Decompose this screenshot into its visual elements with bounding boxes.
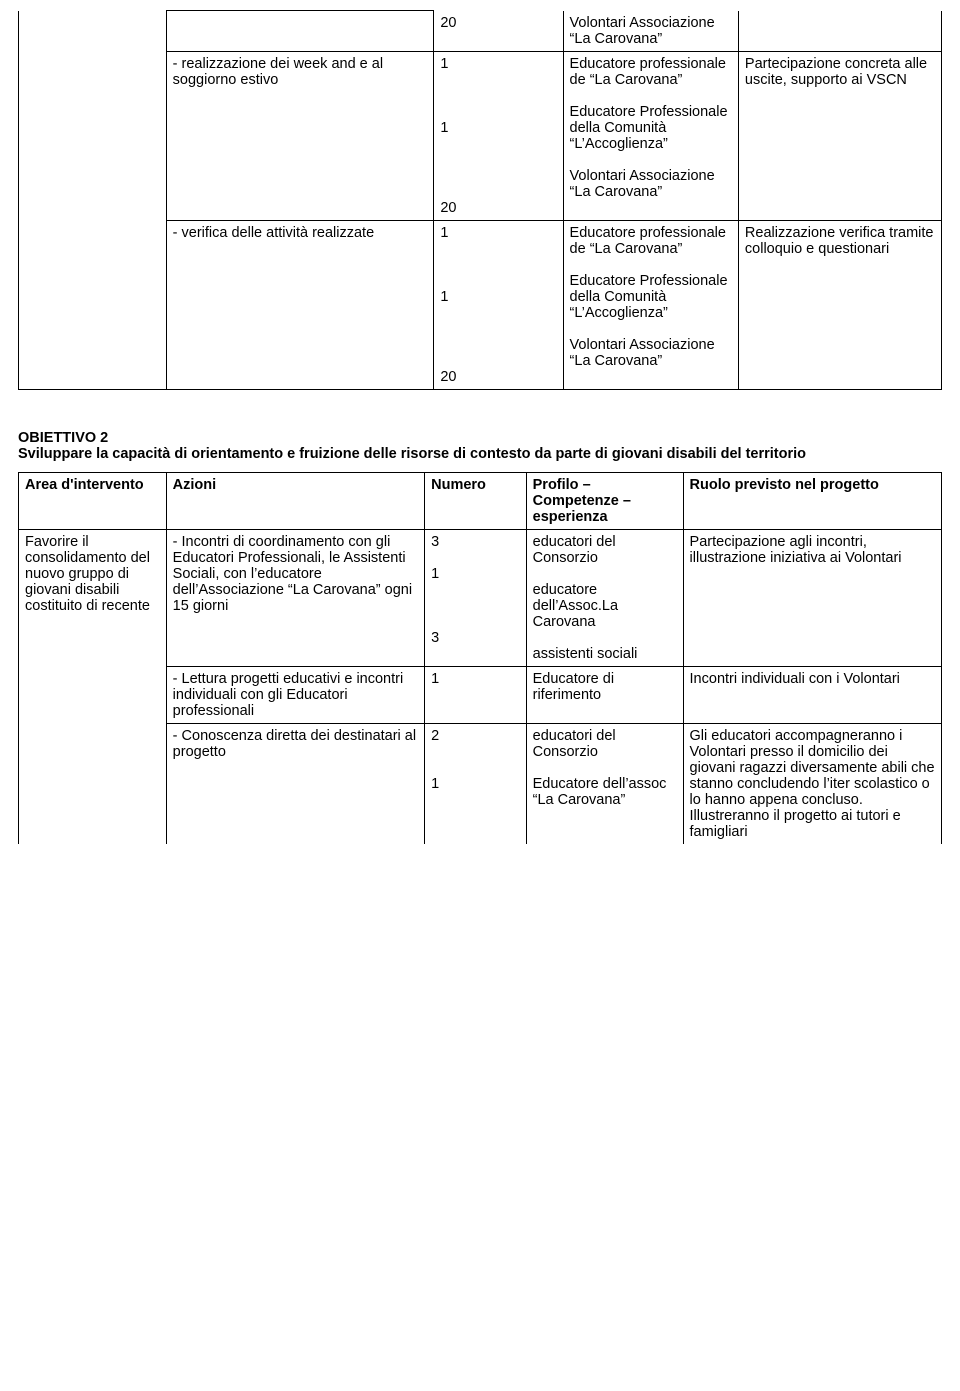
cell: Educatore di riferimento [526, 666, 683, 723]
cell: Partecipazione concreta alle uscite, sup… [738, 51, 941, 220]
cell: - Incontri di coordinamento con gli Educ… [166, 529, 424, 666]
cell: educatori del Consorzio educatore dell’A… [526, 529, 683, 666]
cell: Favorire il consolidamento del nuovo gru… [19, 529, 167, 666]
table-row: - Conoscenza diretta dei destinatari al … [19, 723, 942, 844]
cell: 3 1 3 [425, 529, 527, 666]
table-row: - realizzazione dei week and e al soggio… [19, 51, 942, 220]
cell [19, 51, 167, 220]
section-heading: OBIETTIVO 2 Sviluppare la capacità di or… [18, 430, 942, 462]
table-row: - Lettura progetti educativi e incontri … [19, 666, 942, 723]
table-row: - verifica delle attività realizzate 1 1… [19, 220, 942, 389]
cell: Gli educatori accompagneranno i Volontar… [683, 723, 941, 844]
table-row: 20 Volontari Associazione “La Carovana” [19, 11, 942, 52]
cell: Educatore professionale de “La Carovana”… [563, 51, 738, 220]
cell: 2 1 [425, 723, 527, 844]
table-header-row: Area d'intervento Azioni Numero Profilo … [19, 472, 942, 529]
table-2: Area d'intervento Azioni Numero Profilo … [18, 472, 942, 844]
cell: Partecipazione agli incontri, illustrazi… [683, 529, 941, 666]
col-header: Ruolo previsto nel progetto [683, 472, 941, 529]
table-row: Favorire il consolidamento del nuovo gru… [19, 529, 942, 666]
table-1: 20 Volontari Associazione “La Carovana” … [18, 10, 942, 390]
cell [738, 11, 941, 52]
cell: Realizzazione verifica tramite colloquio… [738, 220, 941, 389]
cell: - Lettura progetti educativi e incontri … [166, 666, 424, 723]
cell: 1 1 20 [434, 51, 563, 220]
col-header: Numero [425, 472, 527, 529]
cell [19, 723, 167, 844]
col-header: Profilo – Competenze – esperienza [526, 472, 683, 529]
cell: - realizzazione dei week and e al soggio… [166, 51, 434, 220]
cell [19, 220, 167, 389]
cell: Incontri individuali con i Volontari [683, 666, 941, 723]
cell [19, 11, 167, 52]
cell [19, 666, 167, 723]
cell: Educatore professionale de “La Carovana”… [563, 220, 738, 389]
cell: 1 [425, 666, 527, 723]
cell: Volontari Associazione “La Carovana” [563, 11, 738, 52]
heading-line-1: OBIETTIVO 2 [18, 430, 942, 446]
cell: 1 1 20 [434, 220, 563, 389]
col-header: Area d'intervento [19, 472, 167, 529]
cell: - verifica delle attività realizzate [166, 220, 434, 389]
heading-line-2: Sviluppare la capacità di orientamento e… [18, 446, 942, 462]
cell [166, 11, 434, 52]
cell: 20 [434, 11, 563, 52]
cell: educatori del Consorzio Educatore dell’a… [526, 723, 683, 844]
cell: - Conoscenza diretta dei destinatari al … [166, 723, 424, 844]
col-header: Azioni [166, 472, 424, 529]
